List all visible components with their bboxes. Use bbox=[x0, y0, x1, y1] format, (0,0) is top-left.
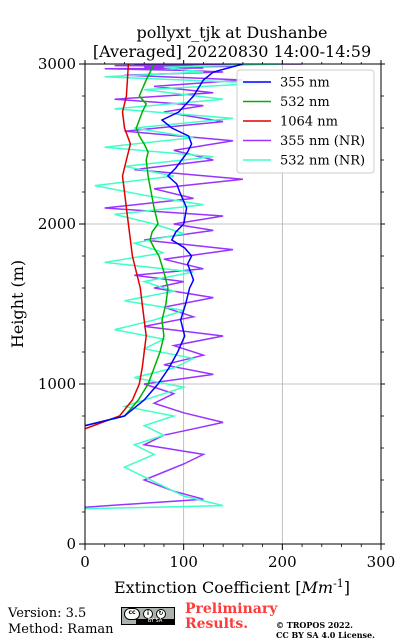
cc-badge-label: BY SA bbox=[136, 619, 174, 624]
legend-label: 355 nm (NR) bbox=[280, 134, 365, 149]
legend-label: 532 nm bbox=[280, 95, 330, 110]
series-layer bbox=[85, 64, 303, 510]
version-text: Version: 3.5 bbox=[8, 606, 87, 621]
legend-label: 532 nm (NR) bbox=[280, 154, 365, 169]
y-tick-label: 1000 bbox=[38, 375, 76, 393]
copyright-line-2: CC BY SA 4.0 License. bbox=[276, 630, 375, 640]
footer-info: Version: 3.5 Method: Raman bbox=[8, 606, 114, 638]
cc-license-badge[interactable]: cc i ↻ BY SA bbox=[121, 607, 175, 625]
x-tick-label: 200 bbox=[268, 553, 297, 571]
by-icon: i bbox=[143, 609, 153, 619]
x-tick-label: 300 bbox=[367, 553, 396, 571]
cc-icon: cc bbox=[124, 608, 140, 620]
series-line-532-nm bbox=[85, 64, 169, 427]
copyright-notice: © TROPOS 2022. CC BY SA 4.0 License. bbox=[276, 620, 375, 640]
x-tick-label: 0 bbox=[80, 553, 90, 571]
legend: 355 nm 532 nm 1064 nm 355 nm (NR) 532 nm (NR… bbox=[236, 69, 375, 174]
y-tick-label: 3000 bbox=[38, 55, 76, 73]
chart-title: pollyxt_tjk at Dushanbe [Averaged] 20220… bbox=[93, 23, 371, 61]
chart-title-line-2: [Averaged] 20220830 14:00-14:59 bbox=[93, 42, 371, 61]
legend-label: 1064 nm bbox=[280, 115, 338, 130]
preliminary-notice: Preliminary Results. bbox=[185, 602, 277, 632]
y-tick-label: 0 bbox=[66, 535, 76, 553]
x-axis-label: Extinction Coefficient [Mm-1] bbox=[114, 577, 350, 598]
chart-title-line-1: pollyxt_tjk at Dushanbe bbox=[136, 23, 327, 42]
x-tick-label: 100 bbox=[169, 553, 198, 571]
copyright-line-1: © TROPOS 2022. bbox=[276, 620, 353, 630]
series-line-1064-nm bbox=[85, 64, 147, 430]
preliminary-line-1: Preliminary bbox=[185, 601, 278, 617]
y-tick-label: 2000 bbox=[38, 215, 76, 233]
preliminary-line-2: Results. bbox=[185, 616, 249, 632]
chart-svg: pollyxt_tjk at Dushanbe [Averaged] 20220… bbox=[8, 23, 396, 598]
legend-label: 355 nm bbox=[280, 76, 330, 91]
sa-icon: ↻ bbox=[156, 609, 166, 619]
series-line-532-nm-nr- bbox=[85, 64, 283, 510]
y-axis-label: Height (m) bbox=[8, 260, 27, 348]
legend-box bbox=[236, 69, 375, 174]
method-text: Method: Raman bbox=[8, 622, 114, 637]
series-line-355-nm bbox=[85, 64, 244, 427]
plot-frame bbox=[84, 63, 382, 545]
